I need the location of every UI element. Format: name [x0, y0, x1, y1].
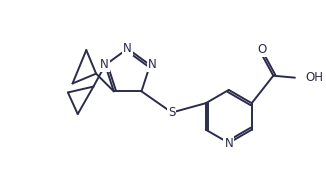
Text: S: S [168, 106, 175, 119]
Text: O: O [257, 43, 266, 56]
Text: OH: OH [306, 71, 324, 84]
Text: N: N [100, 58, 109, 71]
Text: N: N [148, 58, 156, 71]
Text: N: N [224, 137, 233, 151]
Text: N: N [123, 42, 132, 55]
